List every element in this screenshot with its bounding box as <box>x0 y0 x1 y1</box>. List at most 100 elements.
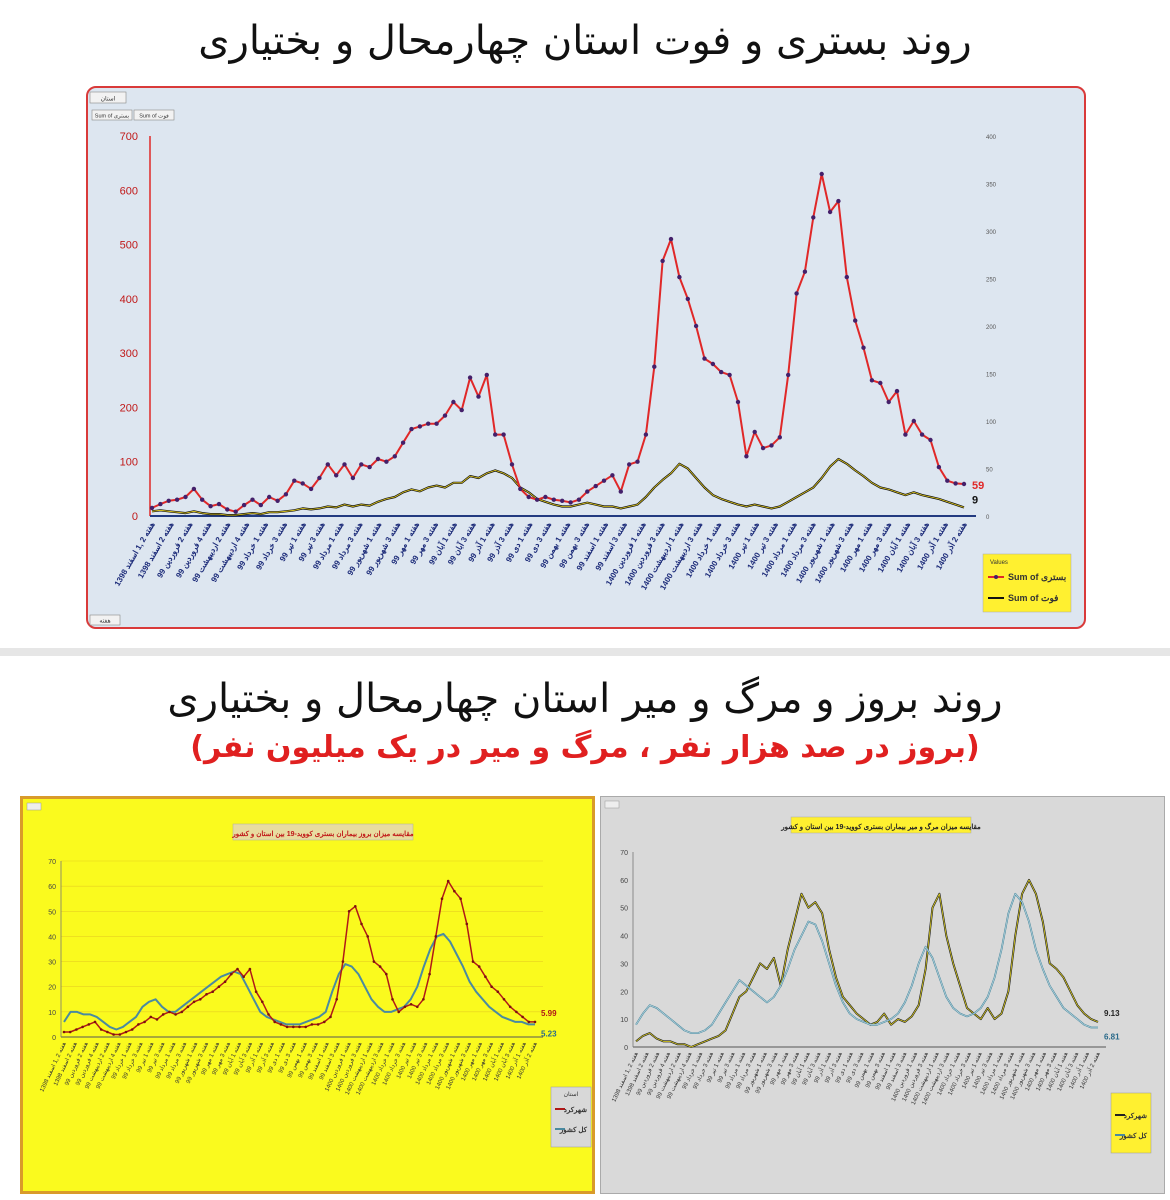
hospitalization-series-line-point <box>610 473 615 478</box>
province-series-line-point <box>223 980 227 983</box>
hospitalization-series-line-point <box>677 274 682 280</box>
province-series-line-point <box>515 1010 518 1014</box>
hospitalization-series-line-point <box>518 486 523 492</box>
y-tick-label: 70 <box>48 859 56 866</box>
hospitalization-series-line-point <box>911 418 916 424</box>
hospitalization-series-line-point <box>526 494 531 500</box>
legend-label-hospitalization: Sum of بستری <box>1008 572 1066 583</box>
y-tick-label: 50 <box>620 906 628 913</box>
province-series-line-point <box>236 967 239 971</box>
province-series-line-point <box>459 897 462 900</box>
hospitalization-series-line-point <box>560 498 565 503</box>
axis-field-button-label: هفته <box>99 619 110 625</box>
province-series-line-point <box>366 935 370 938</box>
hospitalization-series-line-point <box>233 509 238 514</box>
hospitalization-series-line-point <box>325 462 330 467</box>
y-tick-label: 0 <box>52 1035 56 1042</box>
province-series-line-point <box>446 879 450 883</box>
hospitalization-series-line-point <box>359 462 364 467</box>
hospitalization-series-line-point <box>241 502 247 508</box>
hospitalization-series-line-point <box>308 486 314 492</box>
province-series-line-point <box>341 960 345 963</box>
hospitalization-series-line-point <box>827 209 833 215</box>
province-series-line-point <box>434 935 438 938</box>
hospitalization-series-line-point <box>819 171 824 177</box>
province-series-line-point <box>385 972 388 976</box>
hospitalization-series-line-point <box>317 475 322 481</box>
hospitalization-end-label: 59 <box>972 480 984 492</box>
mortality-chart: مقایسه میزان مرگ و میر بیماران بستری کوو… <box>604 800 1152 1154</box>
province-series-line-point <box>378 965 382 968</box>
hospitalization-series-line-point <box>417 424 423 429</box>
hospitalization-series-line-point <box>543 494 548 500</box>
hospitalization-series-line-point <box>769 443 774 448</box>
province-series-line-point <box>533 1020 537 1024</box>
province-series-line-point <box>347 910 351 913</box>
hospitalization-series-line-point <box>334 473 339 478</box>
hospitalization-series-line-point <box>426 421 431 426</box>
province-series-line-point <box>335 998 339 1001</box>
province-series-line-point <box>403 1005 407 1009</box>
y2-tick-label: 150 <box>986 373 997 379</box>
hospitalization-series-line-point <box>576 497 582 502</box>
incidence-chart: مقایسه میزان بروز بیماران بستری کووید-19… <box>26 802 592 1148</box>
hospitalization-series-line-point <box>802 269 808 274</box>
province-series-line-point <box>130 1028 134 1031</box>
hospitalization-series-line-point <box>643 432 649 437</box>
hospitalization-series-line-point <box>853 318 858 323</box>
hospitalization-series-line-point <box>350 475 356 481</box>
hospitalization-series-line-point <box>945 478 950 483</box>
hospitalization-series-line-point <box>225 507 230 512</box>
province-series-line-point <box>168 1010 171 1014</box>
y-tick-label: 100 <box>120 457 138 469</box>
y-tick-label: 70 <box>620 850 628 857</box>
province-series-line-point <box>68 1030 72 1034</box>
legend-label-country: کل کشور <box>1119 1132 1148 1140</box>
hospitalization-series-line-point <box>744 454 749 459</box>
province-series-line-point <box>87 1023 91 1026</box>
province-series-line-point <box>211 990 214 993</box>
province-series-line-point <box>484 975 487 978</box>
province-series-line-point <box>199 998 202 1001</box>
hospitalization-series-line-point <box>283 492 289 497</box>
hospitalization-series-line-point <box>250 497 255 502</box>
filter-button <box>89 91 127 104</box>
hospitalization-series-line-point <box>836 198 841 204</box>
hospitalization-series-line-point <box>191 486 197 492</box>
province-end-label: 5.99 <box>541 1009 557 1018</box>
y-tick-label: 10 <box>620 1017 628 1024</box>
legend-label-province: شهرکرد <box>1124 1112 1147 1120</box>
hospitalization-series-line-point <box>300 481 305 486</box>
hospitalization-series-line-point <box>267 494 272 500</box>
province-series-line-point <box>508 1005 512 1009</box>
hospitalization-series-line-point <box>275 498 280 503</box>
main-title: روند بستری و فوت استان چهارمحال و بختیار… <box>198 18 972 64</box>
province-series-line-point <box>496 990 500 993</box>
legend-swatch-hospitalization-dot <box>994 575 998 579</box>
province-end-label: 9.13 <box>1104 1009 1120 1018</box>
province-series-line-point <box>440 897 444 900</box>
province-series-line-point <box>360 922 363 926</box>
y2-tick-label: 200 <box>986 325 997 331</box>
death-end-label: 9 <box>972 494 978 506</box>
country-series-line <box>635 892 1098 1034</box>
incidence-chart-panel: مقایسه میزان بروز بیماران بستری کووید-19… <box>20 796 595 1194</box>
hospitalization-series-line-point <box>149 505 155 511</box>
province-series-line-point <box>81 1025 84 1029</box>
hospitalization-series-line-point <box>894 388 900 394</box>
country-end-label: 6.81 <box>1104 1033 1120 1042</box>
legend-label-death: Sum of فوت <box>1008 593 1058 604</box>
legend-box <box>550 1086 592 1148</box>
hospitalization-series-line-point <box>618 489 623 494</box>
y-tick-label: 300 <box>120 348 138 360</box>
province-series-line-point <box>112 1033 115 1036</box>
country-series-line <box>63 932 535 1031</box>
province-series-line-point <box>527 1020 531 1024</box>
province-series-line-point <box>329 1015 332 1019</box>
province-series-highlight <box>635 879 1099 1048</box>
y-tick-label: 700 <box>120 131 138 143</box>
province-series-line-point <box>428 972 431 976</box>
province-series-line-point <box>205 993 208 996</box>
hospitalization-series-line-point <box>166 498 171 503</box>
section-divider <box>0 648 1170 656</box>
